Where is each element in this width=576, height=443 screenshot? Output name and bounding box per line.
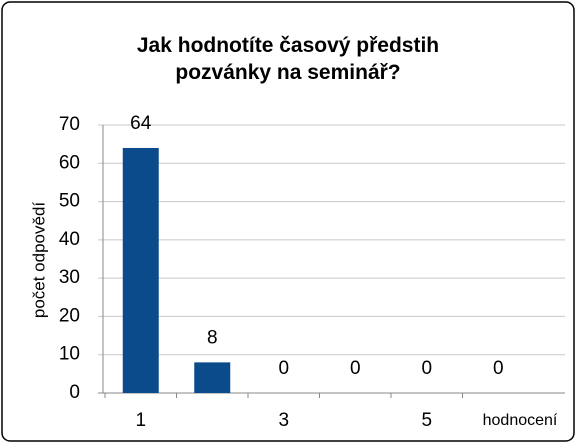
y-tick-label: 40 (59, 229, 80, 250)
x-tick-label: 1 (135, 410, 146, 431)
y-axis-label: počet odpovědí (29, 202, 48, 319)
y-tick-label: 20 (59, 305, 80, 326)
data-label: 0 (493, 358, 504, 379)
data-label: 0 (278, 358, 289, 379)
bar (122, 147, 159, 393)
chart-title: Jak hodnotíte časový předstih pozvánky n… (136, 34, 440, 84)
data-label: 0 (421, 358, 432, 379)
x-tick-label: 5 (421, 410, 432, 431)
data-label: 8 (207, 327, 218, 348)
y-tick-label: 10 (59, 344, 80, 365)
data-label: 64 (130, 113, 152, 134)
y-tick-label: 50 (59, 191, 80, 212)
x-tick-label: 3 (278, 410, 289, 431)
y-tick-label: 0 (69, 382, 80, 403)
bar (194, 362, 231, 393)
x-axis-label: hodnocení (483, 412, 558, 429)
data-label: 0 (350, 358, 361, 379)
y-tick-label: 30 (59, 267, 80, 288)
y-tick-label: 70 (59, 114, 80, 135)
y-tick-label: 60 (59, 152, 80, 173)
